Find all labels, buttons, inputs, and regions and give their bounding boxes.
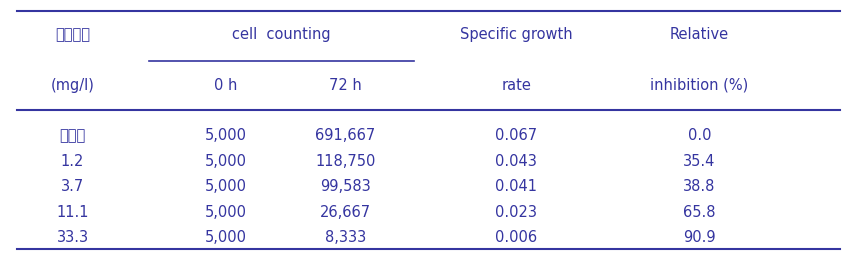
- Text: (mg/l): (mg/l): [50, 77, 95, 93]
- Text: 65.8: 65.8: [682, 204, 715, 220]
- Text: 3.7: 3.7: [60, 179, 84, 194]
- Text: 72 h: 72 h: [329, 77, 361, 93]
- Text: 5,000: 5,000: [204, 230, 247, 245]
- Text: rate: rate: [500, 77, 531, 93]
- Text: 90.9: 90.9: [682, 230, 715, 245]
- Text: 0.041: 0.041: [494, 179, 537, 194]
- Text: 8,333: 8,333: [325, 230, 366, 245]
- Text: 1.2: 1.2: [60, 154, 84, 169]
- Text: 5,000: 5,000: [204, 204, 247, 220]
- Text: Specific growth: Specific growth: [459, 27, 572, 42]
- Text: 38.8: 38.8: [682, 179, 715, 194]
- Text: inhibition (%): inhibition (%): [649, 77, 748, 93]
- Text: 26,667: 26,667: [320, 204, 371, 220]
- Text: 0.043: 0.043: [494, 154, 537, 169]
- Text: 0.006: 0.006: [494, 230, 537, 245]
- Text: 11.1: 11.1: [56, 204, 89, 220]
- Text: 35.4: 35.4: [682, 154, 715, 169]
- Text: 691,667: 691,667: [315, 128, 375, 144]
- Text: 99,583: 99,583: [320, 179, 371, 194]
- Text: 0.067: 0.067: [494, 128, 537, 144]
- Text: 5,000: 5,000: [204, 154, 247, 169]
- Text: 33.3: 33.3: [56, 230, 89, 245]
- Text: 5,000: 5,000: [204, 128, 247, 144]
- Text: Relative: Relative: [669, 27, 728, 42]
- Text: 5,000: 5,000: [204, 179, 247, 194]
- Text: 0 h: 0 h: [214, 77, 238, 93]
- Text: 0.023: 0.023: [494, 204, 537, 220]
- Text: 0.0: 0.0: [687, 128, 711, 144]
- Text: 118,750: 118,750: [315, 154, 375, 169]
- Text: 설정농도: 설정농도: [55, 27, 90, 42]
- Text: cell  counting: cell counting: [232, 27, 331, 42]
- Text: 대조군: 대조군: [60, 128, 85, 144]
